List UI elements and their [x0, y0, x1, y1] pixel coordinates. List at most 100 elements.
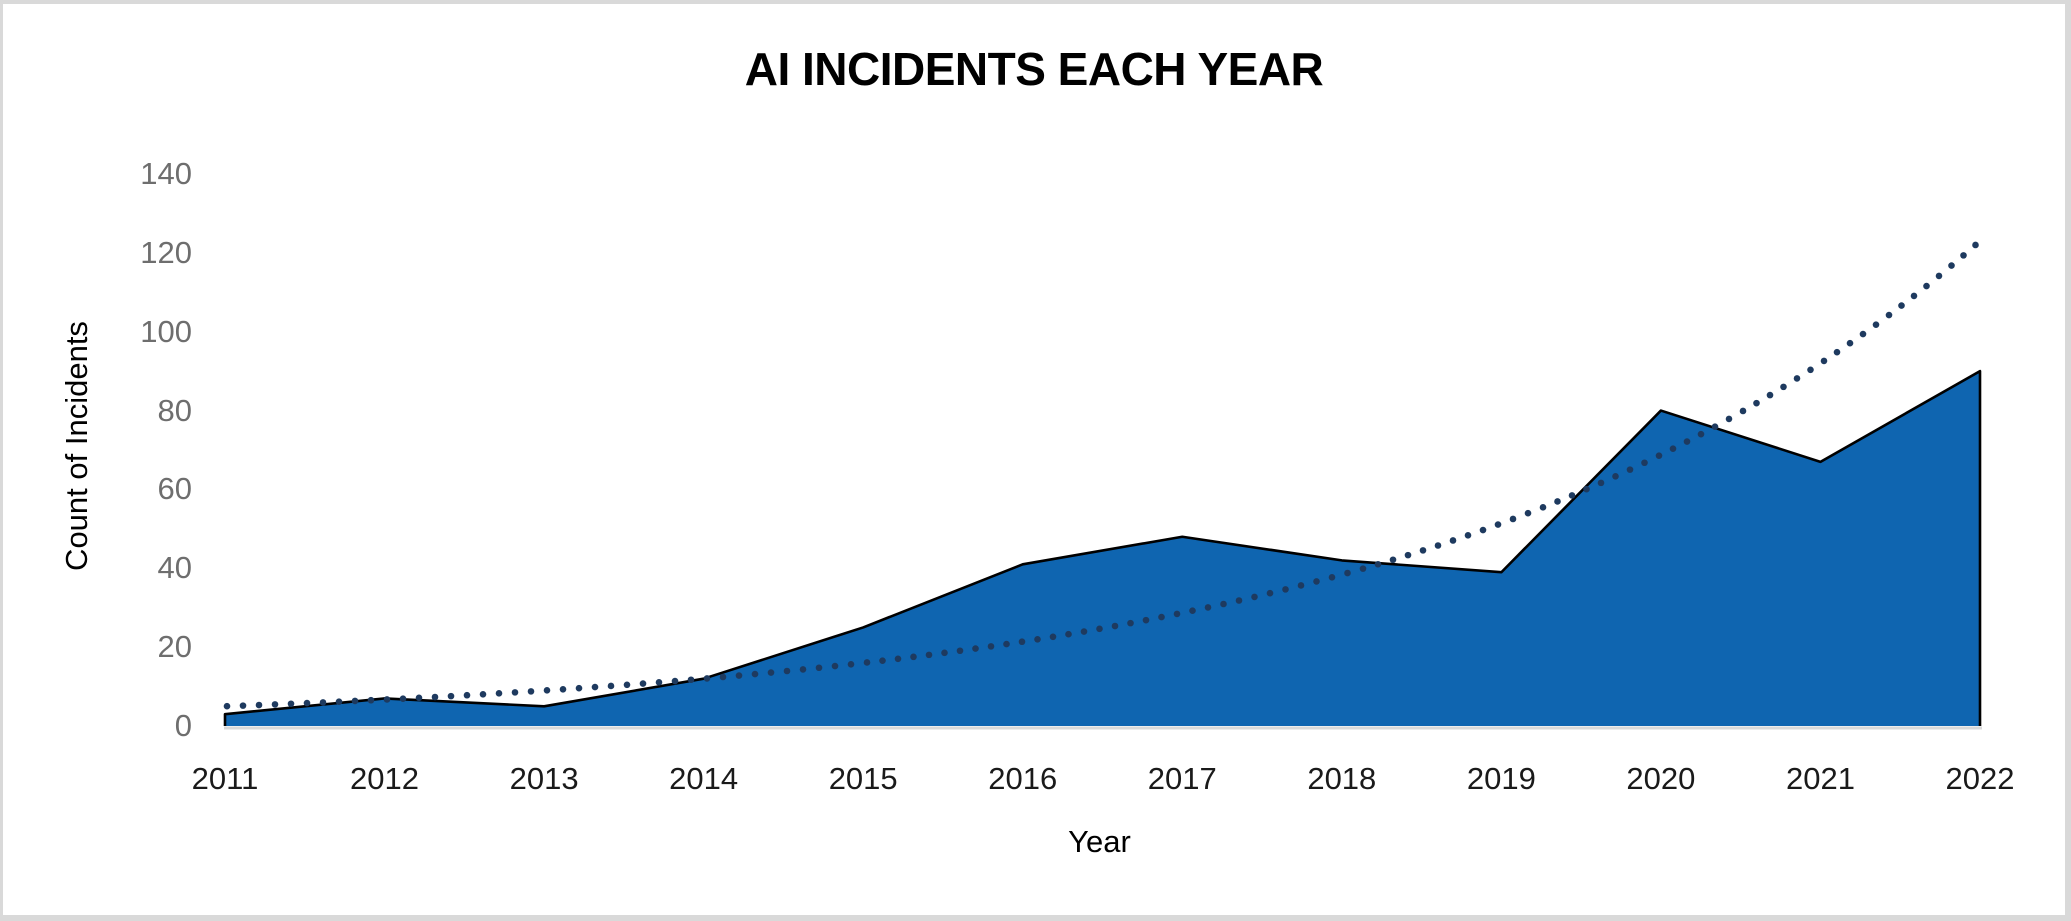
chart-title: AI INCIDENTS EACH YEAR	[744, 43, 1324, 95]
x-tick-label: 2020	[1626, 761, 1696, 796]
trendline-dot	[719, 673, 727, 681]
trendline-dot	[543, 687, 551, 694]
x-axis-title: Year	[1068, 824, 1131, 859]
trendline-dot	[1612, 473, 1619, 480]
trendline-dot	[1960, 252, 1967, 259]
area-series-fill	[225, 371, 1980, 726]
trendline-dot	[1189, 607, 1196, 615]
x-tick-label: 2013	[509, 761, 579, 796]
trendline-dot	[1034, 635, 1041, 643]
y-tick-label: 140	[140, 156, 192, 191]
trendline-dot	[1018, 638, 1026, 646]
trendline-dot	[271, 701, 279, 708]
trendline-dot	[1568, 492, 1576, 499]
trendline-dot	[1641, 459, 1648, 467]
trendline-dot	[495, 690, 503, 697]
y-tick-label: 20	[157, 629, 192, 665]
trendline-dot	[591, 683, 599, 691]
x-tick-label: 2019	[1466, 761, 1536, 796]
trendline-dot	[255, 701, 263, 709]
trendline-dot	[1711, 423, 1719, 430]
x-tick-label: 2021	[1785, 761, 1855, 796]
trendline-dot	[1807, 366, 1814, 374]
trendline-dot	[783, 667, 791, 675]
trendline-dot	[1859, 330, 1867, 338]
trendline-dot	[1359, 565, 1367, 572]
trendline-dot	[847, 660, 855, 668]
trendline-dot	[1313, 578, 1320, 585]
trendline-dot	[1494, 521, 1502, 528]
trendline-dot	[1419, 547, 1427, 554]
trendline-dot	[1204, 604, 1212, 611]
y-tick-label: 0	[174, 708, 192, 743]
trendline-dot	[1003, 640, 1010, 648]
trendline-dot	[1597, 479, 1605, 487]
trendline-dot	[1096, 625, 1103, 633]
trendline-dot	[879, 657, 886, 664]
trendline-dot	[925, 651, 933, 659]
trendline-dot	[1080, 628, 1088, 635]
y-tick-label: 80	[157, 392, 192, 428]
trendline-dot	[287, 700, 295, 708]
trendline-dot	[1935, 272, 1943, 280]
trendline-dot	[607, 682, 615, 690]
trendline-dot	[1266, 589, 1274, 597]
x-tick-label: 2017	[1147, 761, 1217, 796]
trendline-dot	[751, 670, 759, 678]
trendline-dot	[987, 643, 995, 650]
trendline-dot	[1923, 282, 1930, 290]
trendline-dot	[1127, 619, 1134, 627]
trendline-dot	[1793, 375, 1801, 382]
trendline-dot	[1820, 357, 1828, 365]
trendline-dot	[1872, 321, 1880, 328]
trendline-dot	[1464, 532, 1472, 539]
trendline-dot	[1780, 383, 1787, 391]
trendline-dot	[639, 680, 647, 687]
trendline-dot	[1697, 430, 1705, 438]
trendline-dot	[559, 685, 567, 693]
trendline-dot	[383, 696, 391, 703]
trendline-dot	[1669, 445, 1677, 452]
trendline-dot	[1898, 302, 1905, 309]
trendline-dot	[1374, 560, 1382, 568]
trendline-dot	[767, 669, 775, 676]
trendline-dot	[351, 697, 359, 705]
trendline-dot	[1972, 241, 1979, 249]
trendline-dot	[399, 695, 407, 702]
trendline-dot	[1683, 438, 1691, 445]
trendline-dot	[1404, 551, 1412, 559]
trendline-dot	[239, 702, 247, 709]
trendline-dot	[479, 691, 487, 698]
trendline-dot	[1509, 515, 1517, 523]
trendline-dot	[941, 649, 948, 657]
trendline-dot	[1449, 537, 1457, 544]
trendline-dot	[956, 647, 964, 655]
y-tick-label: 100	[140, 313, 192, 349]
x-tick-label: 2014	[669, 761, 739, 796]
x-tick-label: 2015	[828, 761, 898, 796]
trendline-dot	[910, 653, 917, 661]
trendline-dot	[1344, 569, 1351, 577]
trendline-dot	[972, 645, 979, 652]
area-series-outline	[223, 369, 1982, 726]
trendline-dot	[1235, 597, 1243, 604]
trendline-dot	[1282, 586, 1289, 593]
trendline-dot	[575, 684, 583, 692]
trendline-dot	[319, 699, 327, 706]
trendline-dot	[1158, 613, 1165, 621]
trendline-dot	[1111, 622, 1119, 630]
y-tick-label: 60	[157, 471, 192, 507]
trendline-dot	[1539, 504, 1547, 511]
trendline-dot	[671, 677, 679, 685]
trendline-dot	[1049, 633, 1057, 641]
x-tick-label: 2022	[1945, 761, 2015, 796]
trendline-dot	[447, 692, 455, 700]
trendline-dot	[415, 694, 423, 702]
x-tick-label: 2012	[350, 761, 420, 796]
trendline-dot	[1753, 399, 1760, 407]
trendline-dot	[1220, 600, 1227, 608]
trendline-dot	[1948, 262, 1955, 269]
y-tick-label: 40	[157, 550, 192, 586]
trendline-dot	[894, 655, 902, 663]
